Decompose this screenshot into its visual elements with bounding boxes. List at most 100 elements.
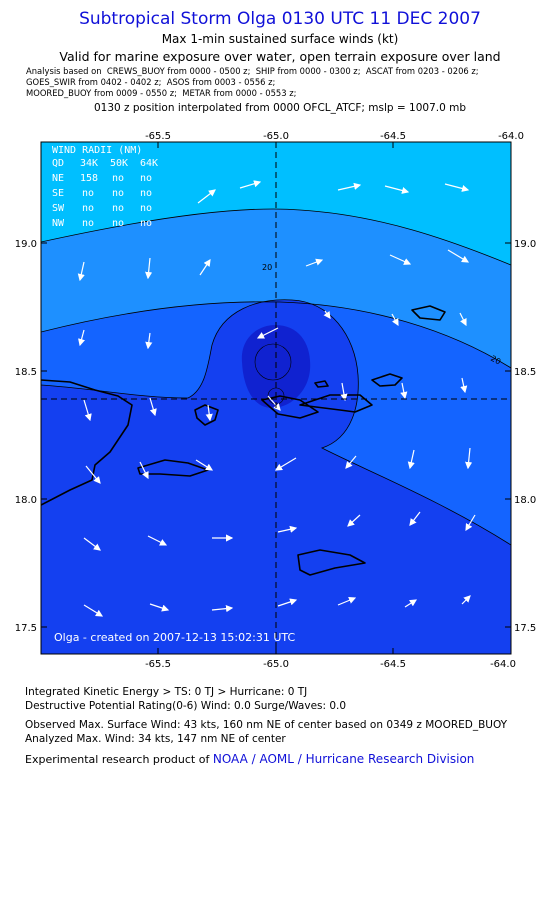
radii-cell: no — [112, 188, 124, 199]
contour-label-east: 20 — [489, 354, 502, 367]
radii-cell: 158 — [80, 173, 98, 184]
radii-cell: no — [140, 203, 152, 214]
axis-ticks — [41, 142, 512, 654]
radii-cell: no — [112, 218, 124, 229]
bottom-lon-label: -64.5 — [380, 659, 406, 670]
wind-vector-arrow — [384, 185, 410, 194]
wind-vector-arrow — [465, 447, 473, 470]
wind-radii-row: SE no no no — [52, 188, 152, 199]
axis-labels: -65.5 -65.0 -64.5 -64.0 -65.5 -65.0 -64.… — [15, 131, 537, 670]
contour-label: 20 — [262, 263, 272, 272]
radii-header-cell: 50K — [110, 158, 128, 169]
coastline-small-isles — [314, 380, 329, 388]
wind-analysis-map: 20 20 -65.5 -65.0 -64.5 -64.0 -6 — [15, 131, 537, 670]
wind-vector-arrow — [83, 537, 101, 551]
wind-vector-arrow — [239, 180, 262, 189]
wind-vector-arrow — [149, 603, 170, 612]
wind-vector-arrow — [145, 332, 153, 350]
wind-radii-header: QD 34K 50K 64K — [52, 158, 158, 169]
radii-cell: NW — [52, 218, 65, 229]
position-note: 0130 z position interpolated from 0000 O… — [93, 102, 467, 114]
wind-vector-arrow — [404, 599, 418, 608]
contour-lines — [41, 208, 511, 546]
wind-vector-arrow — [85, 465, 101, 484]
radii-cell: no — [112, 173, 124, 184]
radii-cell: SW — [52, 203, 65, 214]
top-lon-label: -65.5 — [145, 131, 171, 142]
wind-vector-arrow — [83, 604, 104, 617]
wind-vectors — [77, 180, 476, 617]
coastline-anegada — [411, 305, 446, 321]
wind-vector-arrow — [447, 249, 470, 263]
wind-vector-arrow — [195, 459, 214, 471]
wind-vector-arrow — [78, 329, 86, 347]
wind-radii-row: SW no no no — [52, 203, 152, 214]
wind-radii-title: WIND RADII (NM) — [52, 145, 142, 156]
wind-radii-table: WIND RADII (NM) QD 34K 50K 64K NE 158 no… — [52, 145, 158, 229]
subtitle-winds: Max 1-min sustained surface winds (kt) — [161, 32, 399, 46]
dpr-line: Destructive Potential Rating(0-6) Wind: … — [25, 700, 347, 712]
wind-vector-arrow — [256, 327, 279, 339]
wind-vector-arrow — [389, 254, 412, 265]
radii-cell: SE — [52, 188, 64, 199]
wind-vector-arrow — [267, 395, 281, 411]
radii-cell: no — [82, 203, 94, 214]
wind-vector-arrow — [459, 312, 467, 327]
wind-vector-arrow — [337, 596, 357, 606]
coastline-vieques — [261, 395, 319, 419]
product-prefix: Experimental research product of — [25, 753, 213, 766]
coastline-st-croix — [297, 549, 366, 576]
left-lat-label: 17.5 — [15, 623, 37, 634]
wind-vector-arrow — [77, 261, 85, 282]
coastline-virgin-islands — [299, 394, 373, 413]
top-lon-label: -65.0 — [263, 131, 289, 142]
radii-cell: NE — [52, 173, 64, 184]
wind-vector-arrow — [205, 404, 213, 422]
coastline-puerto-rico-east — [41, 379, 133, 506]
bottom-lon-label: -65.5 — [145, 659, 171, 670]
wind-core-inner — [254, 343, 292, 381]
analysis-sources: Analysis based on CREWS_BUOY from 0000 -… — [26, 66, 479, 100]
wind-vector-arrow — [444, 183, 470, 192]
wind-vector-arrow — [305, 258, 324, 267]
wind-vector-arrow — [277, 598, 298, 607]
wind-vector-arrow — [323, 310, 331, 319]
subtitle-exposure: Valid for marine exposure over water, op… — [59, 49, 501, 64]
observed-max-wind: Observed Max. Surface Wind: 43 kts, 160 … — [25, 719, 508, 731]
bottom-lon-label: -65.0 — [263, 659, 289, 670]
wind-vector-arrow — [400, 382, 408, 400]
wind-vector-arrow — [145, 257, 153, 280]
left-lat-label: 18.5 — [15, 367, 37, 378]
radii-cell: no — [140, 218, 152, 229]
radii-cell: no — [112, 203, 124, 214]
ike-line: Integrated Kinetic Energy > TS: 0 TJ > H… — [25, 686, 308, 698]
wind-vector-arrow — [83, 399, 92, 422]
wind-radii-row: NE 158 no no — [52, 173, 152, 184]
left-lat-label: 19.0 — [15, 239, 37, 250]
coastline-culebra — [194, 404, 219, 426]
wind-vector-arrow — [409, 511, 421, 526]
bottom-lon-label: -64.0 — [490, 659, 516, 670]
wind-vector-arrow — [149, 397, 157, 417]
org-link[interactable]: NOAA / AOML / Hurricane Research Divisio… — [212, 752, 475, 766]
map-title: Subtropical Storm Olga 0130 UTC 11 DEC 2… — [79, 9, 481, 29]
right-lat-label: 17.5 — [514, 623, 536, 634]
radii-header-cell: 34K — [80, 158, 98, 169]
wind-vector-arrow — [211, 605, 234, 613]
wind-vector-arrow — [340, 382, 348, 402]
wind-vector-arrow — [274, 457, 297, 471]
product-credit: Experimental research product of NOAA / … — [25, 752, 474, 766]
wind-vector-arrow — [139, 461, 149, 480]
wind-vector-arrow — [461, 595, 471, 605]
wind-vector-arrow — [345, 455, 357, 469]
wind-vector-arrow — [199, 259, 211, 276]
top-lon-label: -64.5 — [380, 131, 406, 142]
wind-vector-arrow — [391, 313, 399, 327]
analysis-line: GOES_SWIR from 0402 - 0402 z; ASOS from … — [26, 77, 276, 88]
radii-cell: no — [140, 188, 152, 199]
wind-vector-arrow — [337, 182, 362, 191]
wind-vector-arrow — [465, 514, 476, 532]
wind-vector-arrow — [460, 377, 468, 394]
radii-cell: no — [82, 188, 94, 199]
analysis-line: Analysis based on CREWS_BUOY from 0000 -… — [26, 66, 479, 76]
